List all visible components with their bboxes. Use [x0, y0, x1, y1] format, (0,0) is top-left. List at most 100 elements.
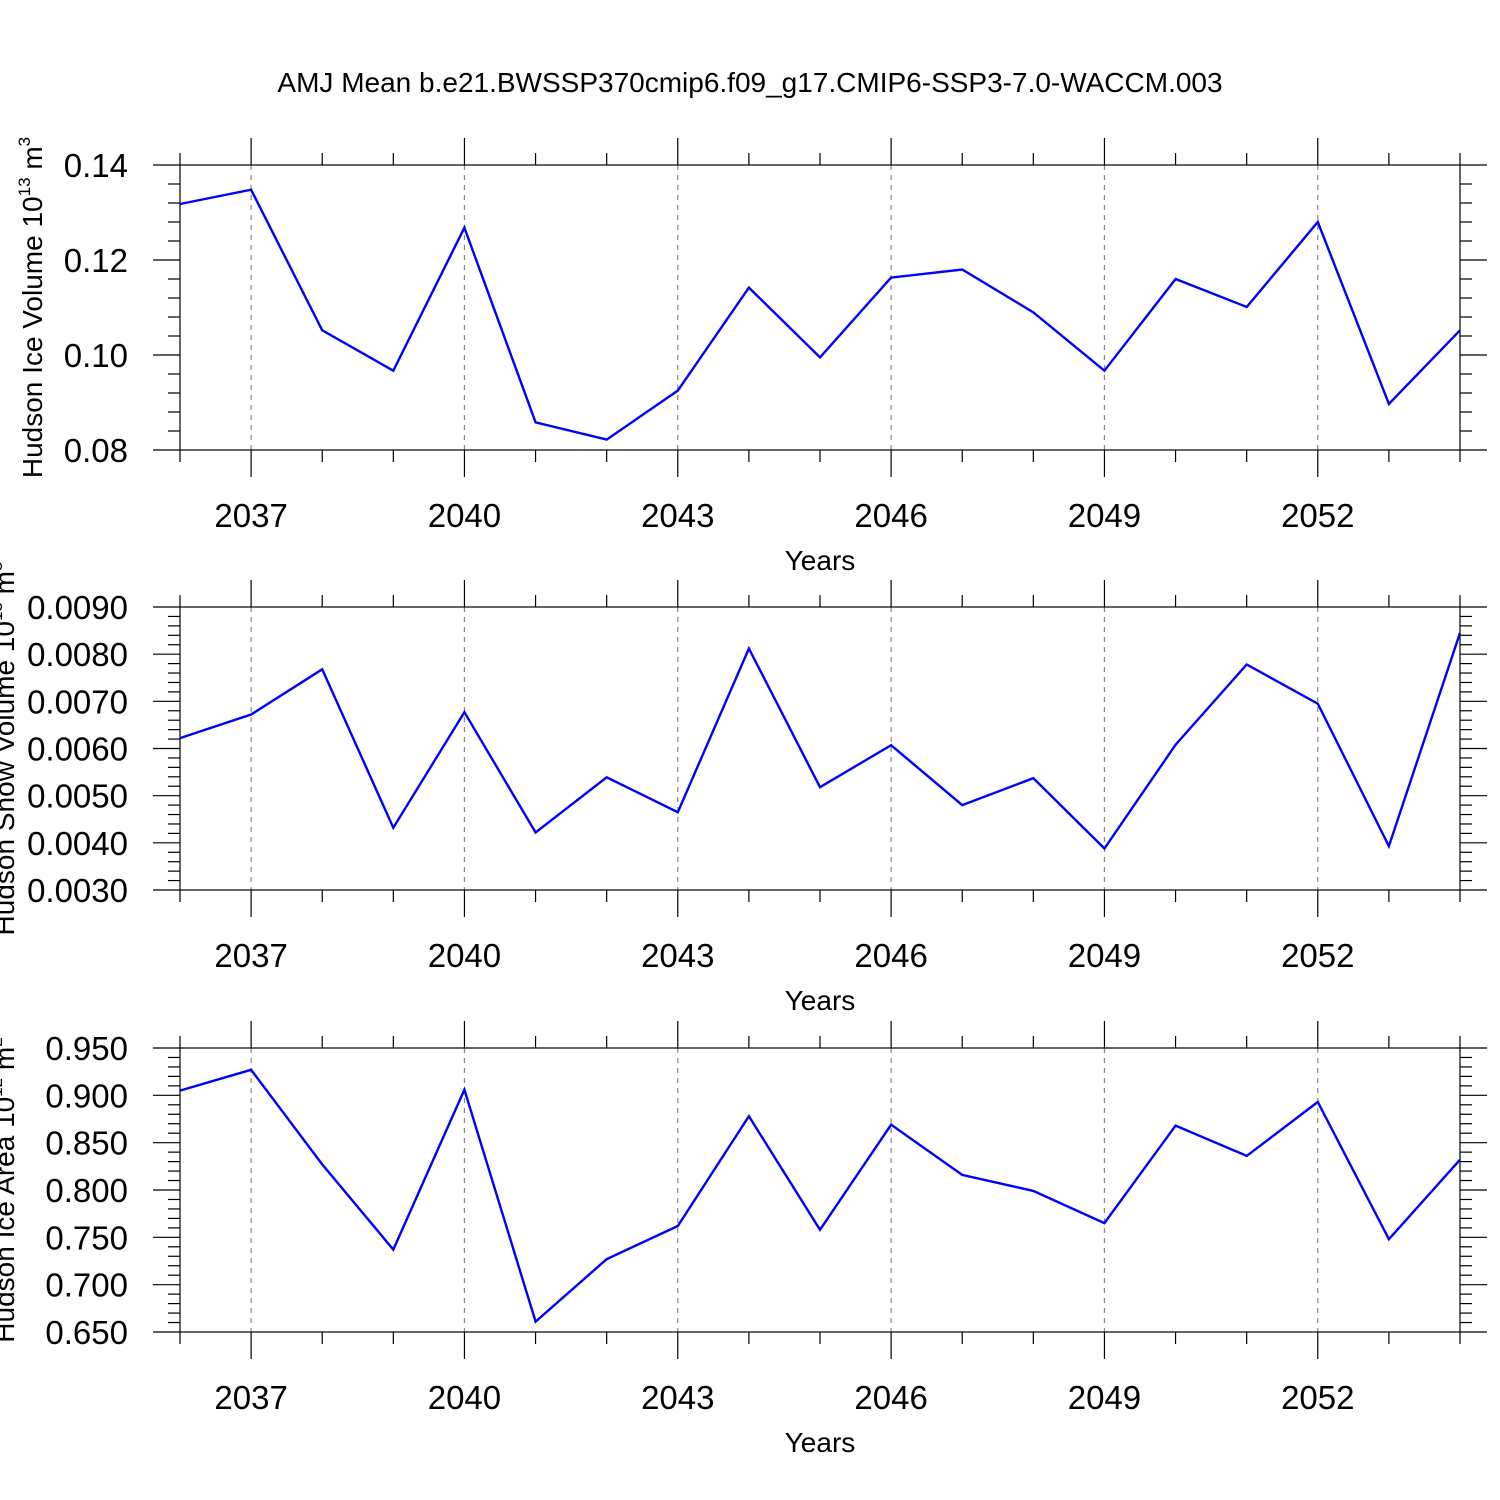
data-point — [960, 1173, 964, 1177]
data-point — [391, 369, 395, 373]
data-point — [1387, 402, 1391, 406]
y-axis-label-part: Hudson Snow Volume 10 — [0, 621, 20, 935]
data-point — [249, 188, 253, 192]
y-axis-label-part: m — [0, 571, 20, 602]
data-point — [391, 1248, 395, 1252]
x-tick-label: 2040 — [428, 937, 501, 974]
data-point — [320, 328, 324, 332]
x-tick-label: 2046 — [854, 1379, 927, 1416]
data-point — [178, 202, 182, 206]
x-tick-label: 2052 — [1281, 937, 1354, 974]
y-tick-label: 0.950 — [45, 1030, 128, 1067]
data-point — [1174, 1124, 1178, 1128]
data-point — [605, 1257, 609, 1261]
data-point — [818, 785, 822, 789]
data-point — [1387, 1237, 1391, 1241]
data-point — [1102, 1221, 1106, 1225]
data-point — [605, 775, 609, 779]
data-point — [889, 1123, 893, 1127]
x-tick-label: 2052 — [1281, 1379, 1354, 1416]
data-point — [462, 226, 466, 230]
panels: 0.08 0.10 0.12 0.14 2037 2040 2043 2046 2049 2052… — [0, 137, 1487, 1458]
y-axis-label-part: 2 — [0, 1037, 6, 1046]
y-tick-label: 0.850 — [45, 1125, 128, 1162]
data-point — [534, 1320, 538, 1324]
x-tick-label: 2043 — [641, 1379, 714, 1416]
y-tick-label: 0.0080 — [27, 636, 128, 673]
x-tick-label: 2043 — [641, 497, 714, 534]
data-point — [462, 1088, 466, 1092]
y-axis-label-part: 13 — [0, 602, 6, 621]
x-tick-label: 2040 — [428, 497, 501, 534]
x-tick-label: 2049 — [1068, 937, 1141, 974]
y-axis-label-part: Hudson Ice Area 10 — [0, 1097, 20, 1343]
y-axis-label-part: m — [17, 146, 48, 177]
data-point — [1245, 663, 1249, 667]
data-point — [534, 830, 538, 834]
data-point — [320, 1162, 324, 1166]
y-tick-label: 0.750 — [45, 1219, 128, 1256]
data-point — [1387, 844, 1391, 848]
y-axis-label-part: m — [0, 1047, 20, 1078]
x-tick-label: 2040 — [428, 1379, 501, 1416]
series-line — [179, 632, 1462, 851]
data-point — [676, 389, 680, 393]
data-point — [960, 803, 964, 807]
y-tick-label: 0.0050 — [27, 778, 128, 815]
chart-panel-1: 0.08 0.10 0.12 0.14 2037 2040 2043 2046 2049 2052… — [15, 137, 1487, 576]
data-point — [178, 736, 182, 740]
plot-frame — [179, 164, 1461, 451]
y-tick-label: 0.800 — [45, 1172, 128, 1209]
y-axis-label-part: 3 — [0, 562, 6, 571]
x-tick-label: 2037 — [214, 937, 287, 974]
series-line — [179, 1068, 1461, 1324]
data-point — [1174, 277, 1178, 281]
y-tick-label: 0.10 — [64, 337, 128, 374]
x-tick-label: 2052 — [1281, 497, 1354, 534]
data-point — [818, 355, 822, 359]
chart-panel-3: 0.650 0.700 0.750 0.800 0.850 0.900 0.950 2037 2… — [0, 1021, 1487, 1458]
data-point — [249, 1068, 253, 1072]
x-axis-label: Years — [785, 545, 856, 576]
data-point — [320, 667, 324, 671]
chart-title: AMJ Mean b.e21.BWSSP370cmip6.f09_g17.CMI… — [277, 67, 1222, 98]
y-tick-label: 0.0030 — [27, 872, 128, 909]
y-tick-label: 0.650 — [45, 1314, 128, 1351]
y-axis-label-part: 3 — [15, 137, 34, 146]
data-point — [960, 268, 964, 272]
data-point — [1458, 328, 1462, 332]
data-point — [1031, 1189, 1035, 1193]
x-tick-label: 2046 — [854, 497, 927, 534]
x-tick-label: 2043 — [641, 937, 714, 974]
data-point — [747, 647, 751, 651]
y-axis-label: Hudson Snow Volume 1013 m3 — [0, 562, 20, 936]
data-point — [1174, 743, 1178, 747]
data-point — [1316, 220, 1320, 224]
y-tick-label: 0.0090 — [27, 589, 128, 626]
y-tick-label: 0.0060 — [27, 731, 128, 768]
y-tick-label: 0.14 — [64, 147, 128, 184]
data-point — [676, 1224, 680, 1228]
data-point — [534, 420, 538, 424]
data-point — [818, 1228, 822, 1232]
data-point — [1102, 846, 1106, 850]
data-point — [1458, 1158, 1462, 1162]
y-tick-label: 0.08 — [64, 432, 128, 469]
plot-frame — [179, 606, 1461, 891]
series-line — [179, 188, 1461, 441]
y-axis-label: Hudson Ice Area 1012 m2 — [0, 1037, 20, 1342]
y-tick-label: 0.0070 — [27, 683, 128, 720]
y-tick-label: 0.700 — [45, 1267, 128, 1304]
data-point — [889, 276, 893, 280]
plot-frame — [179, 1047, 1461, 1333]
chart-panel-2: 0.0030 0.0040 0.0050 0.0060 0.0070 0.0080 0.00… — [0, 562, 1487, 1016]
data-point — [1458, 631, 1462, 635]
x-tick-label: 2046 — [854, 937, 927, 974]
data-point — [1031, 776, 1035, 780]
data-point — [1102, 369, 1106, 373]
data-point — [178, 1089, 182, 1093]
y-tick-label: 0.12 — [64, 242, 128, 279]
x-tick-label: 2037 — [214, 497, 287, 534]
data-point — [1031, 310, 1035, 314]
